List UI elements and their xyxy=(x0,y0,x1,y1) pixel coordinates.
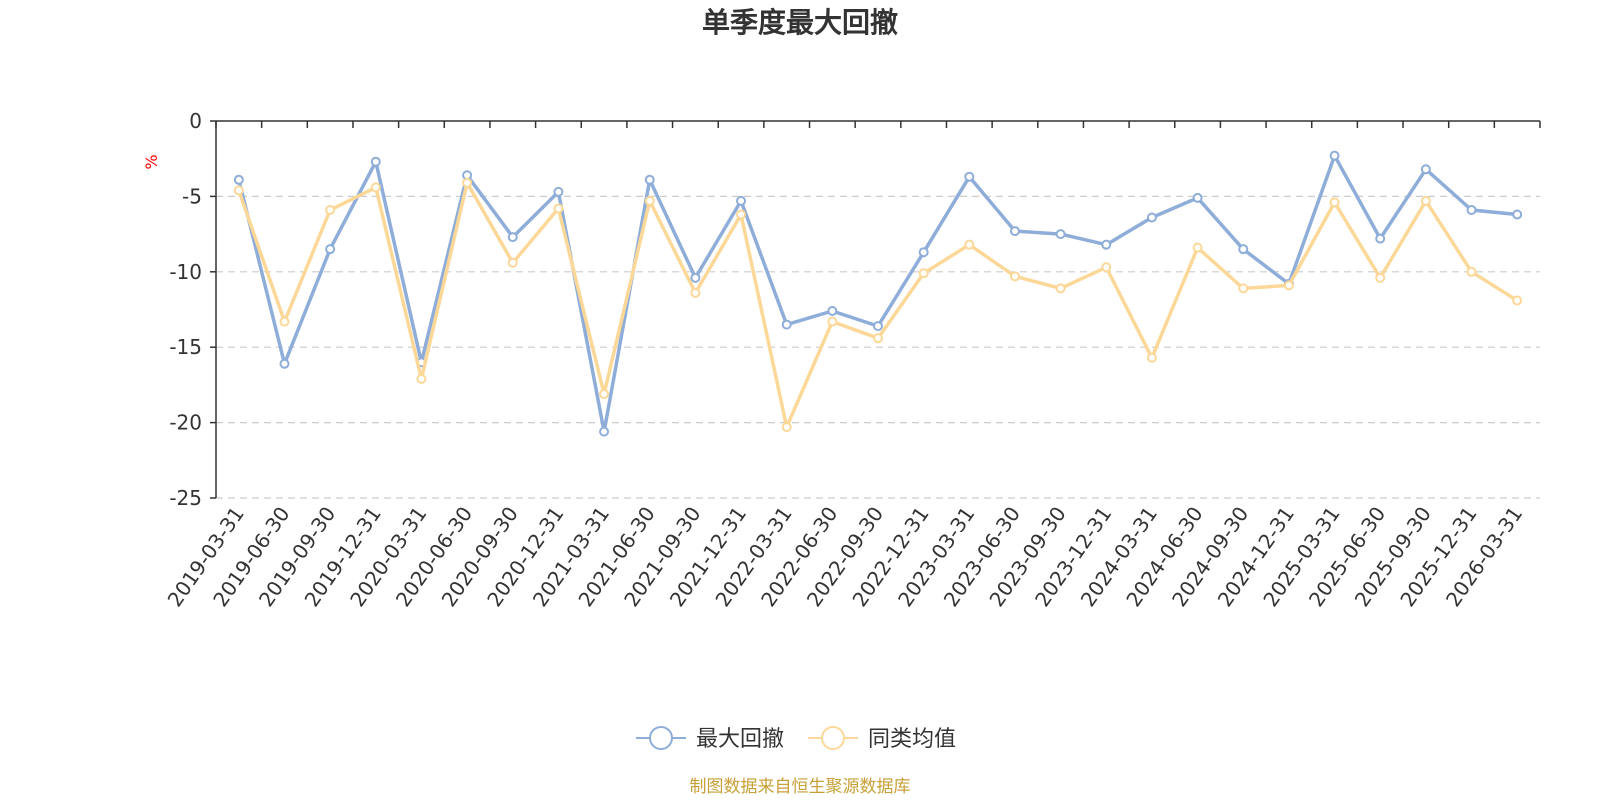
y-axis-ticks: 0 -5 -10 -15 -20 -25 xyxy=(169,109,216,510)
data-point xyxy=(370,182,381,193)
data-point xyxy=(1146,212,1157,223)
data-point xyxy=(553,186,564,197)
data-point xyxy=(827,306,838,317)
data-point xyxy=(1101,239,1112,250)
data-point xyxy=(781,319,792,330)
source-note: 制图数据来自恒生聚源数据库 xyxy=(690,777,911,797)
data-point xyxy=(690,272,701,283)
data-point xyxy=(233,174,244,185)
data-point xyxy=(1238,244,1249,255)
legend-marker-icon xyxy=(821,726,846,750)
data-point xyxy=(827,316,838,327)
y-tick-label: -10 xyxy=(169,260,202,284)
data-point xyxy=(918,268,929,279)
data-point xyxy=(644,174,655,185)
data-point xyxy=(1375,272,1386,283)
data-point xyxy=(1009,271,1020,282)
data-point xyxy=(279,358,290,369)
data-point xyxy=(736,195,747,206)
legend-label: 最大回撤 xyxy=(696,727,784,752)
data-point xyxy=(553,203,564,214)
y-tick-label: -15 xyxy=(169,335,202,359)
data-point xyxy=(873,321,883,332)
legend-marker-icon xyxy=(649,726,673,750)
y-tick-label: -5 xyxy=(182,184,202,208)
data-point xyxy=(1055,229,1066,240)
y-axis-unit: % xyxy=(142,154,161,169)
data-point xyxy=(1512,209,1523,220)
data-point xyxy=(1512,295,1523,306)
data-point xyxy=(1466,204,1477,215)
data-point xyxy=(1329,197,1340,208)
data-point xyxy=(1283,280,1294,291)
data-point xyxy=(781,422,792,433)
y-tick-label: -25 xyxy=(169,486,202,510)
data-point xyxy=(1329,150,1340,161)
y-tick-label: -20 xyxy=(169,411,202,435)
grid-lines xyxy=(216,195,1540,499)
data-point xyxy=(1009,226,1020,237)
chart-title: 单季度最大回撤 xyxy=(702,6,898,39)
data-point xyxy=(507,232,518,243)
x-axis-ticks: 2019-03-312019-06-302019-09-302019-12-31… xyxy=(163,121,1541,611)
data-point xyxy=(1466,266,1477,277)
data-point xyxy=(1375,233,1386,244)
series-line xyxy=(237,181,1519,429)
data-point xyxy=(1101,262,1112,273)
data-point xyxy=(233,185,244,196)
data-point xyxy=(279,316,290,327)
data-point xyxy=(1055,283,1066,294)
data-point xyxy=(964,171,975,182)
data-point xyxy=(964,239,975,250)
data-point xyxy=(690,287,701,298)
data-point xyxy=(873,333,883,344)
data-point xyxy=(599,426,610,437)
data-point xyxy=(1420,164,1431,175)
data-point xyxy=(1420,195,1431,206)
data-point xyxy=(325,204,336,215)
data-point xyxy=(507,257,518,268)
data-point xyxy=(462,177,473,188)
data-point xyxy=(1192,242,1203,253)
data-point xyxy=(325,244,336,255)
series-line xyxy=(237,153,1518,434)
data-point xyxy=(1146,352,1157,363)
axes xyxy=(215,120,1540,498)
data-point xyxy=(644,195,655,206)
data-point xyxy=(736,209,747,220)
data-point xyxy=(918,247,929,258)
data-point xyxy=(1192,192,1203,203)
legend-label: 同类均值 xyxy=(868,727,956,752)
data-point xyxy=(599,388,610,399)
series-layer xyxy=(233,150,1523,437)
data-point xyxy=(370,156,381,167)
data-point xyxy=(1238,283,1249,294)
y-tick-label: 0 xyxy=(189,109,202,133)
data-point xyxy=(416,373,427,384)
legend: 最大回撤 同类均值 xyxy=(636,726,956,752)
